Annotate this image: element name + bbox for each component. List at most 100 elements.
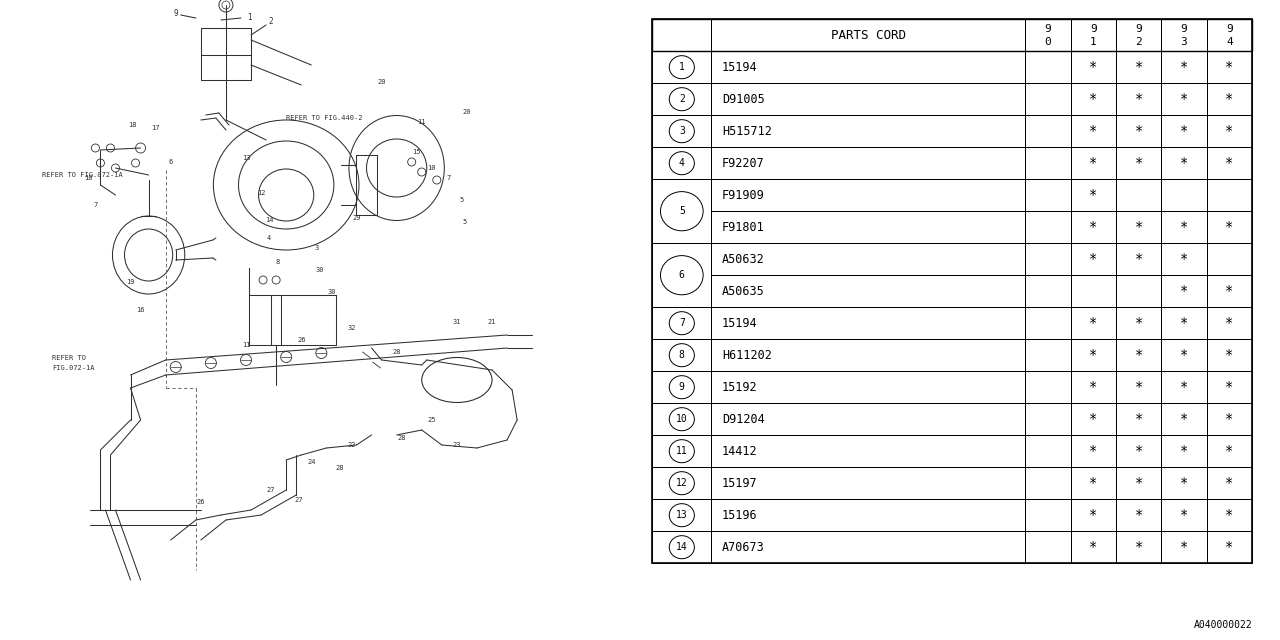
Text: 2: 2	[678, 94, 685, 104]
Bar	[712, 339, 1025, 371]
Bar	[1116, 115, 1161, 147]
Text: *: *	[1180, 92, 1188, 106]
Bar	[1070, 371, 1116, 403]
Text: 26: 26	[297, 337, 306, 343]
Bar	[1070, 339, 1116, 371]
Bar	[652, 19, 1252, 51]
Text: *: *	[1134, 220, 1143, 234]
Text: *: *	[1089, 188, 1097, 202]
Text: *: *	[1134, 156, 1143, 170]
Text: A040000022: A040000022	[1193, 620, 1252, 630]
Text: 2: 2	[1135, 37, 1142, 47]
Bar	[1161, 211, 1207, 243]
Bar	[1161, 467, 1207, 499]
Bar	[1161, 371, 1207, 403]
Circle shape	[273, 276, 280, 284]
Text: 7: 7	[93, 202, 97, 208]
Text: 11: 11	[417, 119, 426, 125]
Text: *: *	[1225, 124, 1234, 138]
Text: 17: 17	[151, 125, 160, 131]
Bar	[712, 19, 1025, 51]
Text: 2: 2	[269, 17, 274, 26]
Text: *: *	[1089, 444, 1097, 458]
Text: 14: 14	[676, 542, 687, 552]
Text: *: *	[1089, 412, 1097, 426]
Bar	[1070, 83, 1116, 115]
Bar	[1161, 179, 1207, 211]
Text: 19: 19	[127, 279, 134, 285]
Bar	[1070, 243, 1116, 275]
Bar	[1025, 211, 1070, 243]
Bar	[1116, 371, 1161, 403]
Text: 21: 21	[488, 319, 497, 325]
Text: *: *	[1225, 380, 1234, 394]
Text: 10: 10	[84, 175, 92, 181]
Bar	[652, 83, 712, 115]
Bar	[1161, 115, 1207, 147]
Bar	[1161, 243, 1207, 275]
Bar	[712, 211, 1025, 243]
Bar	[652, 19, 712, 51]
Text: REFER TO: REFER TO	[52, 355, 86, 361]
Text: *: *	[1180, 476, 1188, 490]
Text: 9: 9	[1180, 24, 1188, 35]
Bar	[1070, 499, 1116, 531]
Text: *: *	[1180, 316, 1188, 330]
Bar	[1025, 467, 1070, 499]
Text: 4: 4	[268, 235, 271, 241]
Bar	[712, 147, 1025, 179]
Text: 1: 1	[247, 13, 251, 22]
Text: 9: 9	[1226, 24, 1233, 35]
Text: *: *	[1180, 412, 1188, 426]
Text: *: *	[1134, 92, 1143, 106]
Bar	[1207, 211, 1252, 243]
Circle shape	[132, 159, 140, 167]
Text: 15192: 15192	[722, 381, 758, 394]
Bar	[1025, 51, 1070, 83]
Text: 20: 20	[378, 79, 385, 85]
Text: 1: 1	[1091, 37, 1097, 47]
Text: *: *	[1089, 60, 1097, 74]
Bar	[1116, 19, 1161, 51]
Bar	[1161, 435, 1207, 467]
Bar	[1025, 371, 1070, 403]
Bar	[1116, 403, 1161, 435]
Text: 3: 3	[678, 126, 685, 136]
Text: 5: 5	[460, 197, 465, 203]
Bar	[1025, 147, 1070, 179]
Text: *: *	[1134, 124, 1143, 138]
Text: *: *	[1089, 156, 1097, 170]
Bar	[1207, 147, 1252, 179]
Text: 11: 11	[676, 446, 687, 456]
Bar	[652, 339, 712, 371]
Bar	[652, 307, 712, 339]
Bar	[1116, 179, 1161, 211]
Bar	[652, 467, 712, 499]
Bar	[1116, 499, 1161, 531]
Bar	[1070, 19, 1116, 51]
Text: *: *	[1180, 60, 1188, 74]
Circle shape	[111, 164, 119, 172]
Text: 11: 11	[242, 342, 251, 348]
Text: REFER TO FIG.072-1A: REFER TO FIG.072-1A	[42, 172, 123, 178]
Text: *: *	[1134, 508, 1143, 522]
Bar	[1207, 275, 1252, 307]
Text: 28: 28	[397, 435, 406, 441]
Bar	[1207, 499, 1252, 531]
Bar	[1070, 51, 1116, 83]
Bar	[1070, 147, 1116, 179]
Bar	[1207, 51, 1252, 83]
Bar	[712, 435, 1025, 467]
Text: *: *	[1180, 124, 1188, 138]
Text: 9: 9	[1091, 24, 1097, 35]
Bar	[1025, 243, 1070, 275]
Text: 9: 9	[173, 8, 178, 17]
Text: 28: 28	[393, 349, 401, 355]
Circle shape	[106, 144, 114, 152]
Text: 23: 23	[453, 442, 461, 448]
Text: 1: 1	[678, 62, 685, 72]
Text: *: *	[1134, 348, 1143, 362]
Text: *: *	[1089, 92, 1097, 106]
Text: *: *	[1180, 540, 1188, 554]
Text: *: *	[1089, 508, 1097, 522]
